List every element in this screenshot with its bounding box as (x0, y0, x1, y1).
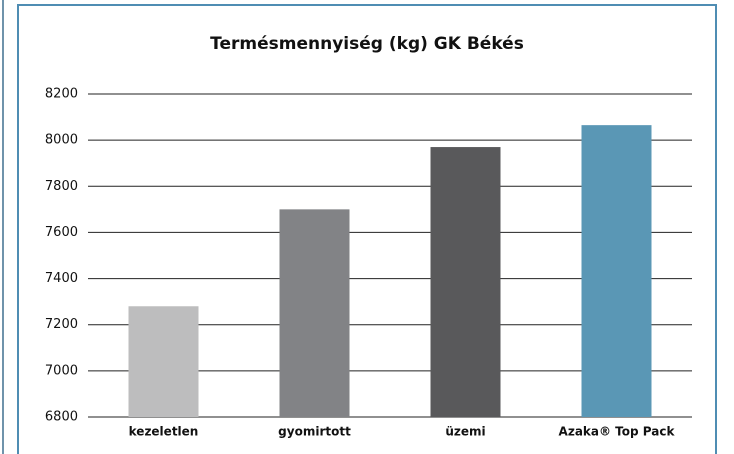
bar (581, 125, 652, 418)
y-tick-label: 6800 (45, 410, 78, 425)
x-tick-label: Azaka® Top Pack (559, 425, 676, 439)
y-tick-label: 8200 (45, 87, 78, 102)
y-tick-label: 7800 (45, 179, 78, 194)
y-tick-label: 7200 (45, 317, 78, 332)
chart-title: Termésmennyiség (kg) GK Békés (210, 34, 524, 54)
bar (279, 209, 350, 417)
bar (128, 306, 199, 417)
y-tick-label: 7000 (45, 363, 78, 378)
bar (430, 147, 501, 418)
x-tick-label: kezeletlen (129, 425, 199, 439)
chart-frame (17, 4, 717, 454)
x-tick-label: gyomirtott (278, 425, 351, 439)
y-tick-label: 8000 (45, 133, 78, 148)
y-tick-label: 7400 (45, 271, 78, 286)
y-tick-label: 7600 (45, 225, 78, 240)
x-tick-label: üzemi (445, 425, 485, 439)
